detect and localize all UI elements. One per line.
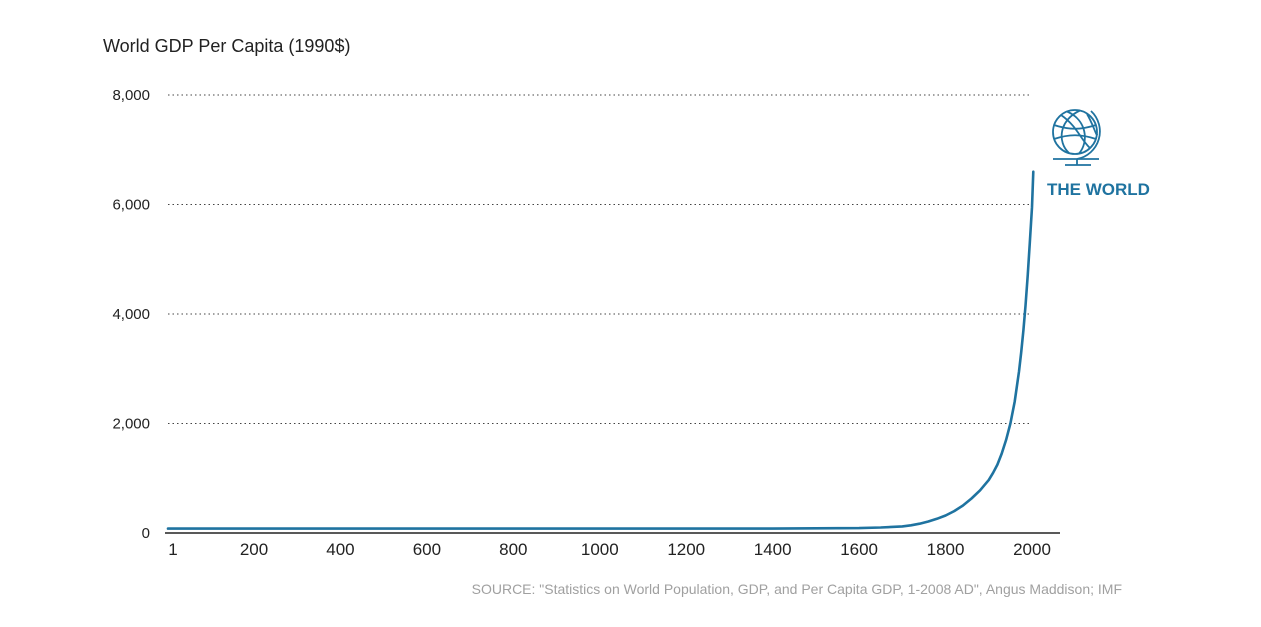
annotation-label: THE WORLD [1047,180,1150,199]
x-tick-label: 1600 [840,540,878,559]
series-line-world [166,170,1035,530]
x-tick-label: 200 [240,540,268,559]
gridlines [168,94,1032,424]
annotation-the-world: THE WORLD [1047,109,1150,199]
x-tick-label: 1400 [754,540,792,559]
x-tick-label: 1200 [667,540,705,559]
y-tick-label: 0 [142,525,150,542]
x-tick-label: 400 [326,540,354,559]
source-note: SOURCE: "Statistics on World Population,… [472,581,1122,597]
x-tick-label: 2000 [1013,540,1051,559]
x-tick-label: 1800 [927,540,965,559]
y-tick-label: 4,000 [112,306,150,323]
y-tick-label: 2,000 [112,416,150,433]
x-tick-label: 800 [499,540,527,559]
series-layer [166,170,1035,530]
y-tick-label: 6,000 [112,197,150,214]
x-tick-label: 600 [413,540,441,559]
y-tick-label: 8,000 [112,87,150,104]
globe-icon [1052,109,1101,166]
y-axis-ticks: 0 2,000 4,000 6,000 8,000 [112,87,150,542]
x-tick-label: 1 [168,540,177,559]
x-axis-ticks: 1 200 400 600 800 1000 1200 1400 1600 1800 2000 [168,540,1051,559]
x-tick-label: 1000 [581,540,619,559]
chart-title: World GDP Per Capita (1990$) [103,36,350,56]
